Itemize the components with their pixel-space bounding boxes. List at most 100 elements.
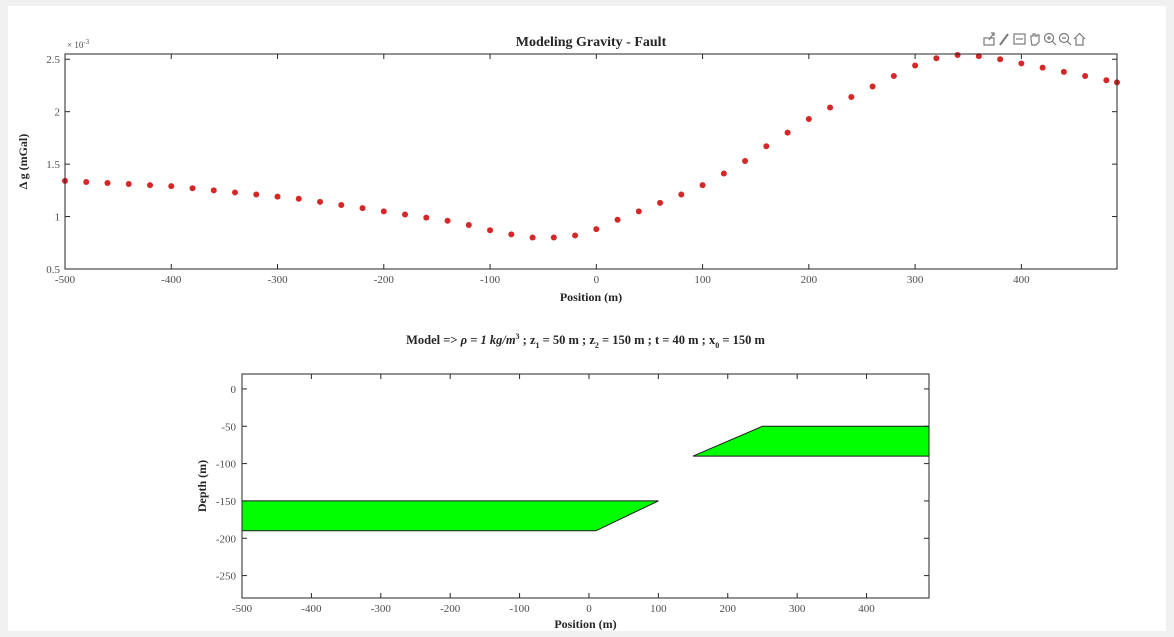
data-point	[210, 187, 217, 194]
y-tick-label: 2.5	[46, 54, 60, 66]
zoom-in-icon[interactable]	[1043, 32, 1057, 46]
fault-block-deep	[241, 500, 659, 532]
zoom-out-icon[interactable]	[1058, 32, 1072, 46]
x-tick-label: 100	[650, 603, 667, 615]
gravity-plot-title: Modeling Gravity - Fault	[516, 35, 667, 50]
data-point	[975, 53, 982, 60]
data-point	[253, 191, 260, 198]
exponent-power: -3	[83, 38, 89, 46]
data-point	[1018, 60, 1025, 67]
x-tick-label: -500	[55, 274, 76, 286]
title-rho: ρ = 1 kg/m	[460, 333, 516, 347]
x-tick-label: -500	[232, 603, 253, 615]
data-point	[1039, 64, 1046, 71]
gravity-axes-frame	[64, 53, 1118, 270]
x-tick-label: 0	[594, 274, 600, 286]
y-tick-label: -200	[216, 533, 237, 545]
data-point	[295, 195, 302, 202]
model-ticks: -500 -400 -300 -200 -100 0 100 200 300 400 0 -50 -10…	[216, 374, 929, 615]
y-tick-label: -150	[216, 496, 237, 508]
title-z1-val: = 50 m ; z	[540, 333, 596, 347]
title-z1-pre: ; z	[520, 333, 536, 347]
gravity-ticks: -500 -400 -300 -200 -100 0 100 200 300 400 0.5 1 1.5…	[46, 54, 1117, 286]
data-point	[912, 62, 919, 69]
x-tick-label: 300	[789, 603, 806, 615]
x-tick-label: -200	[374, 274, 395, 286]
data-point	[593, 226, 600, 233]
x-tick-label: 100	[694, 274, 711, 286]
model-axes[interactable]: Model => ρ = 1 kg/m3 ; z1 = 50 m ; z2 = …	[195, 332, 930, 631]
data-point	[125, 181, 132, 188]
gravity-axes[interactable]: Modeling Gravity - Fault Position (m) Δ …	[16, 35, 1120, 304]
title-z2-val: = 150 m ; t = 40 m ; x	[599, 333, 716, 347]
data-point	[338, 202, 345, 209]
data-point	[805, 116, 812, 123]
data-point	[933, 55, 940, 62]
data-point	[83, 178, 90, 185]
data-point	[614, 216, 621, 223]
x-tick-label: -400	[301, 603, 322, 615]
data-point	[529, 234, 536, 241]
x-tick-label: -400	[161, 274, 182, 286]
data-point	[465, 221, 472, 228]
y-tick-label: 1.5	[46, 159, 60, 171]
model-y-axis-label: Depth (m)	[195, 460, 209, 512]
data-point	[550, 234, 557, 241]
data-point	[104, 180, 111, 186]
y-tick-label: -50	[221, 421, 236, 433]
data-point	[487, 227, 494, 234]
title-x0-val: = 150 m	[719, 333, 765, 347]
x-tick-label: -300	[267, 274, 288, 286]
x-tick-label: -200	[440, 603, 461, 615]
model-x-axis-label: Position (m)	[554, 617, 616, 631]
x-tick-label: 400	[1013, 274, 1030, 286]
data-point	[1103, 77, 1110, 84]
data-point	[274, 193, 281, 200]
data-point	[232, 189, 239, 196]
data-point	[869, 83, 876, 90]
data-point	[572, 232, 579, 239]
y-tick-label: 2	[55, 107, 61, 119]
data-point	[147, 182, 154, 189]
y-tick-label: 0.5	[46, 264, 60, 276]
data-point	[848, 94, 855, 100]
data-point	[657, 199, 664, 206]
x-tick-label: 300	[907, 274, 924, 286]
y-tick-label: 1	[55, 212, 61, 224]
title-rho-sup: 3	[516, 332, 520, 341]
y-tick-label: -100	[216, 459, 237, 471]
gravity-data-points	[62, 52, 1120, 241]
data-point	[317, 198, 324, 205]
data-point	[827, 104, 834, 111]
x-tick-label: -100	[480, 274, 501, 286]
x-tick-label: 0	[586, 603, 592, 615]
data-point	[720, 170, 727, 177]
data-point	[890, 73, 897, 80]
brush-icon[interactable]	[999, 33, 1009, 46]
figure-canvas: Modeling Gravity - Fault Position (m) Δ …	[16, 32, 1120, 631]
x-tick-label: 200	[801, 274, 818, 286]
data-point	[742, 157, 749, 164]
x-tick-label: -300	[371, 603, 392, 615]
datatip-icon[interactable]	[1013, 33, 1026, 45]
data-point	[954, 52, 961, 59]
export-icon[interactable]	[983, 32, 995, 46]
data-point	[359, 205, 366, 212]
data-point	[189, 185, 196, 192]
data-point	[784, 129, 791, 136]
data-point	[997, 56, 1004, 63]
gravity-y-axis-label: Δ g (mGal)	[16, 134, 30, 190]
exponent-base: × 10	[67, 40, 84, 50]
pan-icon[interactable]	[1030, 33, 1040, 46]
title-z2-sub: 2	[595, 341, 599, 350]
home-icon[interactable]	[1073, 32, 1086, 46]
data-point	[444, 217, 451, 224]
data-point	[635, 208, 642, 215]
axes-toolbar	[983, 32, 1086, 46]
model-polygons	[241, 425, 930, 532]
title-x0-sub: 0	[715, 341, 719, 350]
data-point	[508, 231, 515, 238]
y-tick-label: 0	[231, 384, 237, 396]
x-tick-label: -100	[509, 603, 530, 615]
data-point	[699, 182, 706, 189]
